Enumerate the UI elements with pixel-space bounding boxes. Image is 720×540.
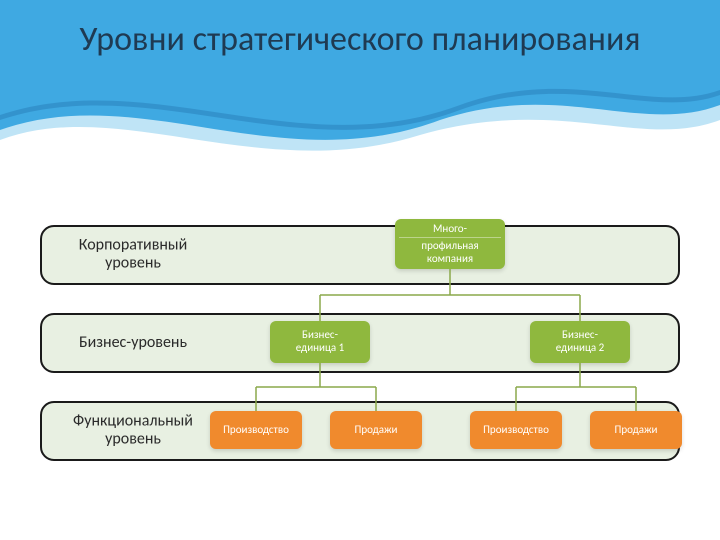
node-root-line2: профильнаякомпания xyxy=(399,240,501,265)
node-func-1-label: Производство xyxy=(223,424,289,437)
node-func-1: Производство xyxy=(210,411,302,449)
node-bu-2: Бизнес-единица 2 xyxy=(530,321,630,363)
node-func-3-label: Производство xyxy=(483,424,549,437)
node-bu-1-label: Бизнес-единица 1 xyxy=(296,329,345,354)
node-func-3: Производство xyxy=(470,411,562,449)
node-func-2: Продажи xyxy=(330,411,422,449)
node-root-line1: Много- xyxy=(399,223,501,239)
node-bu-1: Бизнес-единица 1 xyxy=(270,321,370,363)
node-root: Много- профильнаякомпания xyxy=(395,219,505,269)
diagram-area: Корпоративныйуровень Бизнес-уровень Функ… xyxy=(40,225,680,489)
node-bu-2-label: Бизнес-единица 2 xyxy=(556,329,605,354)
node-func-2-label: Продажи xyxy=(354,424,397,437)
node-func-4-label: Продажи xyxy=(614,424,657,437)
row-label-business: Бизнес-уровень xyxy=(58,334,208,352)
row-label-corporate: Корпоративныйуровень xyxy=(58,237,208,274)
slide-title: Уровни стратегического планирования xyxy=(0,0,720,59)
row-corporate: Корпоративныйуровень xyxy=(40,225,680,285)
row-label-functional: Функциональныйуровень xyxy=(58,413,208,450)
node-func-4: Продажи xyxy=(590,411,682,449)
